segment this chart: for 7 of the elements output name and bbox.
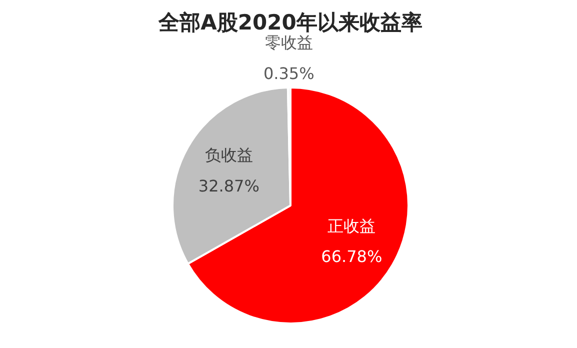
data-label: 0.35%	[263, 64, 314, 83]
slice-label: 零收益	[264, 33, 313, 52]
data-label: 32.87%	[198, 176, 260, 196]
slice-label: 正收益	[328, 216, 376, 236]
data-label: 66.78%	[321, 246, 382, 266]
slice-label: 负收益	[204, 146, 253, 165]
chart-title: 全部A股2020年以来收益率	[158, 10, 422, 34]
